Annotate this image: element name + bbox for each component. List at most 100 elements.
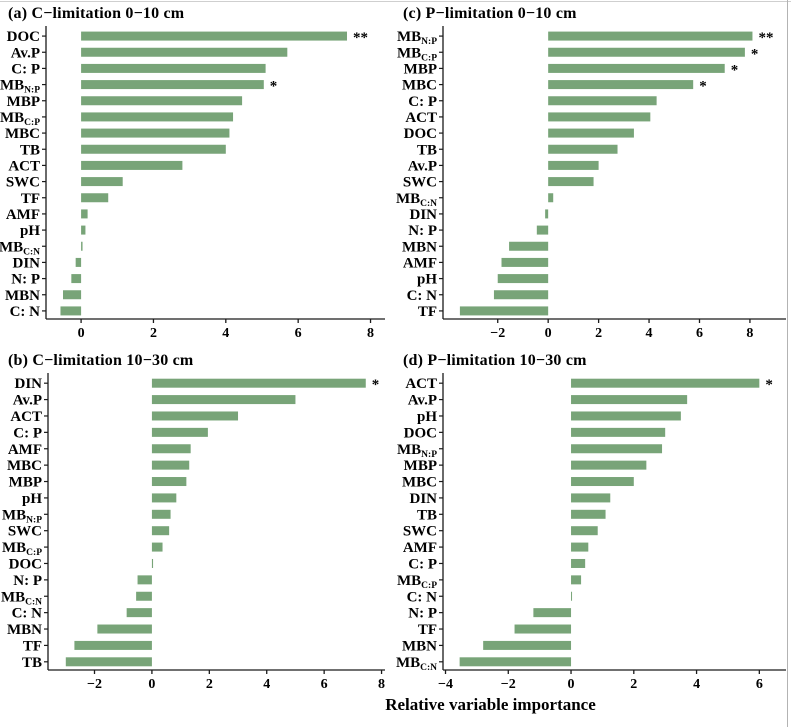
significance-marker: * (765, 377, 773, 393)
bar-label: pH (20, 223, 40, 239)
bar-label: MBN (7, 622, 42, 638)
bar-label: MBC:P (2, 540, 42, 558)
bar-label: ACT (8, 158, 40, 174)
bar (571, 378, 760, 388)
bar (126, 608, 152, 618)
bar (151, 460, 190, 470)
panel-title: (c) P−limitation 0−10 cm (403, 5, 577, 22)
bar-label: MBC (402, 78, 437, 94)
bar-label: DIN (409, 491, 437, 507)
panel-title: (a) C−limitation 0−10 cm (8, 5, 185, 22)
x-tick-label: −4 (438, 677, 453, 692)
x-tick-label: −2 (87, 677, 102, 692)
bar-label: C: N (407, 589, 438, 605)
bar-label: ACT (10, 409, 42, 425)
bar-label: AMF (8, 442, 42, 458)
bar-label: N: P (13, 573, 42, 589)
bar-label: MBC (5, 126, 40, 142)
bar (459, 657, 572, 667)
bar (571, 575, 582, 585)
bar-label: SWC (6, 175, 40, 191)
bar-label: MBC (402, 475, 437, 491)
bar (81, 193, 109, 203)
bar (571, 558, 586, 568)
bar (514, 624, 572, 634)
bar (548, 96, 657, 106)
bar-label: pH (22, 491, 42, 507)
bar (71, 274, 82, 284)
bar (81, 47, 288, 57)
bar (81, 225, 86, 235)
x-tick-label: 2 (630, 677, 637, 692)
significance-marker: * (372, 377, 380, 393)
bar (97, 624, 152, 634)
bar-label: MBN:P (397, 442, 437, 460)
x-tick-label: 0 (568, 677, 575, 692)
bar (571, 411, 681, 421)
bar-label: SWC (403, 175, 437, 191)
bar (548, 193, 554, 203)
panel-c-limitation-0-10cm: (a) C−limitation 0−10 cm 0 2 4 6 8 DOC ** Av.P C… (0, 0, 395, 347)
bar (151, 444, 191, 454)
x-tick-label: −2 (490, 326, 505, 341)
bar (75, 257, 82, 267)
bar-label: AMF (403, 540, 437, 556)
figure-border-top (0, 1, 791, 2)
bar (81, 96, 243, 106)
figure-border-right (787, 0, 788, 727)
bar-label: SWC (403, 524, 437, 540)
panel-p-limitation-0-10cm: (c) P−limitation 0−10 cm −2 0 2 4 6 8 MBN:P ** M… (395, 0, 791, 347)
x-tick-label: 4 (263, 677, 270, 692)
bar-label: AMF (403, 255, 437, 271)
bar (571, 395, 688, 405)
bar (545, 209, 549, 219)
significance-marker: * (270, 79, 278, 95)
bar (81, 112, 234, 122)
bar-label: TF (418, 304, 437, 320)
bar (483, 640, 572, 650)
bar-label: AMF (6, 207, 40, 223)
bar (571, 542, 589, 552)
bar (81, 144, 226, 154)
bar (571, 509, 606, 519)
bar-label: SWC (8, 524, 42, 540)
bar-label: DOC (9, 556, 42, 572)
bar (81, 209, 88, 219)
bar (151, 395, 296, 405)
bar (151, 427, 208, 437)
panel-title: (b) C−limitation 10−30 cm (8, 352, 194, 369)
bar (509, 241, 549, 251)
bar-label: C: P (11, 61, 40, 77)
bar-label: MBP (404, 458, 437, 474)
x-tick-label: 2 (150, 326, 157, 341)
bar (501, 257, 549, 267)
x-tick-label: 2 (595, 326, 602, 341)
bar-label: Av.P (11, 45, 40, 61)
bar-label: TB (22, 655, 42, 671)
bar (548, 63, 725, 73)
bar (81, 63, 266, 73)
x-axis-title: Relative variable importance (385, 695, 596, 714)
bar-label: C: P (13, 425, 42, 441)
panel-p-limitation-10-30cm: (d) P−limitation 10−30 cm −4 −2 0 2 4 6 ACT * Av… (395, 347, 791, 697)
bar-label: MBN:P (2, 507, 42, 525)
panel-title: (d) P−limitation 10−30 cm (403, 352, 587, 369)
panel-c-limitation-10-30cm: (b) C−limitation 10−30 cm −2 0 2 4 6 8 DIN * Av.… (0, 347, 395, 697)
bar (533, 608, 572, 618)
bar (548, 47, 745, 57)
bar-label: C: P (408, 556, 437, 572)
bar-label: DIN (409, 207, 437, 223)
x-tick-label: 0 (78, 326, 85, 341)
bar-label: MBN (402, 638, 437, 654)
bar-label: DIN (14, 376, 42, 392)
bar (497, 274, 549, 284)
bar (571, 493, 611, 503)
bar-label: C: P (408, 94, 437, 110)
bar (137, 575, 152, 585)
bar-label: N: P (408, 223, 437, 239)
bar (548, 80, 694, 90)
bar (81, 128, 230, 138)
